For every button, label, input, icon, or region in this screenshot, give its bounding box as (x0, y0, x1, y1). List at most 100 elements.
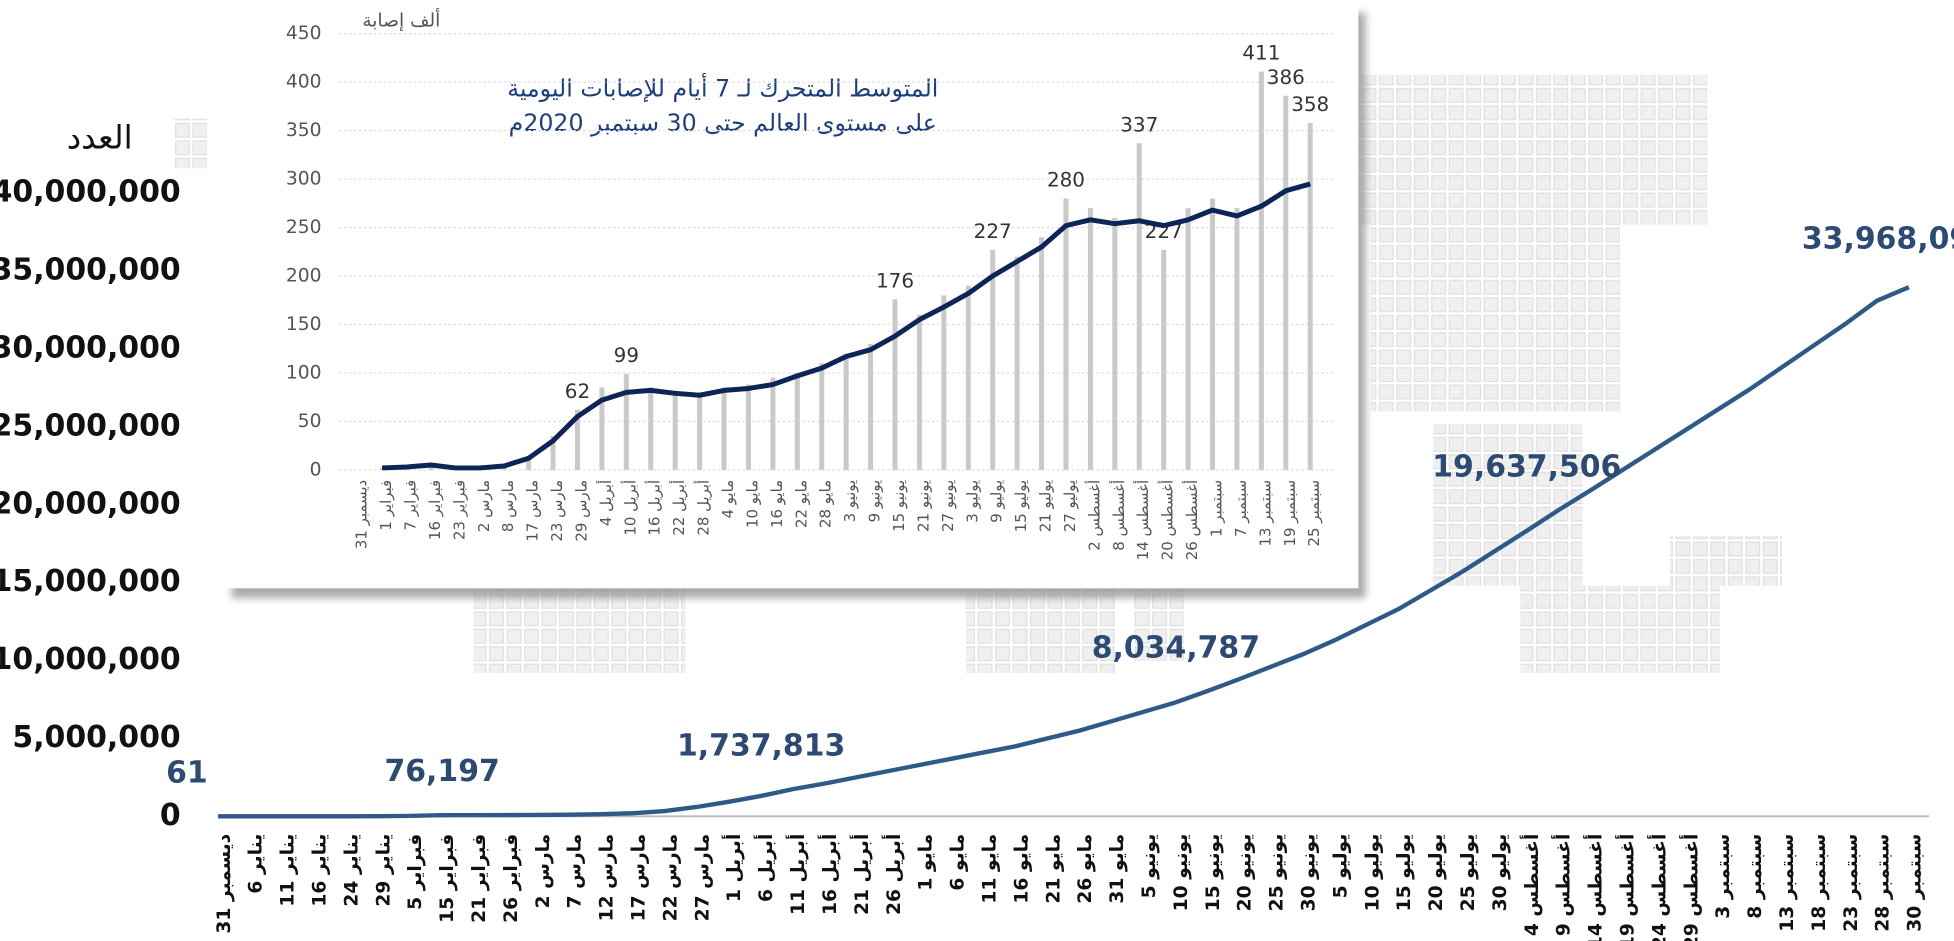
data-label: 337 (1120, 113, 1158, 136)
x-tick-label: 1 فبراير (377, 480, 395, 531)
data-label: 358 (1291, 93, 1329, 116)
x-tick-label: 2 أغسطس (1084, 480, 1103, 551)
bar (1234, 208, 1240, 470)
x-tick-label: 5 يوليو (1330, 834, 1351, 899)
x-tick-label: 6 مايو (948, 834, 969, 891)
x-tick-label: 4 أبريل (596, 480, 615, 526)
x-tick-label: 3 سبتمبر (1713, 834, 1734, 919)
x-tick-label: 21 مايو (1043, 834, 1064, 904)
x-tick-label: 6 أبريل (753, 834, 777, 902)
x-tick-label: 10 يوليو (1362, 834, 1383, 912)
x-tick-label: 21 يونيو (914, 480, 932, 532)
x-tick-label: 28 مايو (817, 480, 835, 528)
bar (1210, 198, 1216, 470)
bar (745, 384, 751, 470)
y-tick-label: 5,000,000 (12, 720, 180, 755)
data-label: 386 (1267, 66, 1305, 89)
x-tick-label: 6 يناير (246, 834, 267, 894)
data-label: 227 (974, 220, 1012, 243)
x-tick-label: 23 مارس (548, 480, 566, 542)
x-tick-label: 20 يوليو (1426, 834, 1447, 912)
data-label: 99 (614, 344, 639, 367)
x-tick-label: 9 أغسطس (1551, 834, 1575, 936)
bar (1307, 122, 1313, 470)
x-tick-label: 15 فبراير (437, 834, 458, 923)
line (218, 285, 1910, 819)
x-tick-label: 5 فبراير (405, 834, 426, 910)
x-tick-label: 13 سبتمبر (1256, 480, 1274, 547)
x-tick-label: 25 يونيو (1267, 834, 1288, 912)
bar (379, 467, 385, 470)
y-tick-label: 200 (286, 266, 322, 287)
x-tick-label: 5 يونيو (1139, 834, 1160, 899)
x-tick-label: 15 يونيو (890, 480, 908, 532)
bar (1039, 237, 1045, 470)
x-tick-label: 7 سبتمبر (1232, 480, 1250, 537)
bar (526, 456, 532, 470)
x-tick-label: 22 أبريل (669, 480, 688, 536)
x-tick-label: 1 مايو (916, 834, 937, 891)
data-label: 61 (166, 755, 208, 790)
x-tick-label: 29 يناير (373, 834, 394, 907)
x-tick-label: 22 مايو (792, 480, 810, 528)
y-tick-label: 40,000,000 (0, 175, 181, 210)
bar (1136, 143, 1142, 470)
data-label: 411 (1242, 42, 1280, 65)
x-tick-label: 26 أبريل (881, 834, 905, 915)
x-tick-label: 25 سبتمبر (1305, 480, 1323, 547)
bar (916, 314, 922, 470)
x-tick-label: 27 مارس (692, 834, 713, 922)
x-tick-label: 7 مارس (565, 834, 586, 909)
y-tick-label: 35,000,000 (0, 253, 181, 288)
x-tick-label: 9 يوليو (988, 480, 1006, 523)
x-tick-label: 27 يونيو (939, 480, 957, 532)
x-tick-label: 23 سبتمبر (1841, 834, 1862, 932)
bar (990, 249, 996, 470)
bar (672, 394, 678, 470)
bar (648, 387, 654, 470)
y-tick-label: 50 (298, 411, 322, 432)
x-tick-label: 13 سبتمبر (1777, 834, 1798, 932)
line (381, 181, 1311, 471)
main-chart: العدد 0 5,000,000 10,000,000 15,000,000 20,0… (0, 119, 1954, 941)
y-tick-label: 150 (286, 314, 322, 335)
x-tick-label: 30 يونيو (1298, 834, 1319, 912)
data-label: 19,637,506 (1432, 450, 1621, 485)
bar (1283, 95, 1289, 470)
bar (1185, 208, 1191, 470)
x-tick-label: 10 مايو (743, 480, 761, 528)
x-tick-label: 10 يونيو (1171, 834, 1192, 912)
bar (599, 387, 605, 470)
data-label: 176 (876, 269, 914, 292)
x-tick-label: 30 يوليو (1490, 834, 1511, 912)
bar (428, 465, 434, 470)
bar (1161, 249, 1167, 470)
x-tick-label: 30 سبتمبر (1905, 834, 1926, 932)
bar (697, 392, 703, 470)
x-tick-label: 16 مايو (1011, 834, 1032, 904)
x-tick-label: 16 أبريل (645, 480, 664, 536)
inset-title: على مستوى العالم حتى 30 سبتمبر 2020م (509, 109, 937, 137)
data-label: 62 (565, 380, 590, 403)
x-tick-label: 10 أبريل (620, 480, 639, 536)
data-label: 280 (1047, 169, 1085, 192)
x-tick-label: 16 أبريل (817, 834, 841, 915)
x-tick-label: 23 فبراير (450, 480, 468, 540)
y-tick-label: 100 (286, 362, 322, 383)
x-tick-label: 26 مايو (1075, 834, 1096, 904)
x-tick-label: 19 سبتمبر (1281, 480, 1299, 547)
x-tick-label: 2 مارس (533, 834, 554, 909)
bar (1112, 217, 1118, 470)
bar (843, 353, 849, 470)
x-tick-label: 24 أغسطس (1646, 834, 1670, 941)
x-tick-label: 15 يوليو (1394, 834, 1415, 912)
x-tick-label: 16 يناير (310, 834, 331, 907)
x-tick-label: 4 مايو (719, 480, 737, 519)
y-tick-label: 30,000,000 (0, 330, 181, 365)
x-tick-label: 20 أغسطس (1158, 480, 1177, 560)
y-axis-label: العدد (67, 119, 133, 157)
x-tick-label: 9 يونيو (866, 480, 884, 523)
bar (892, 299, 898, 470)
x-tick-label: 7 فبراير (401, 480, 419, 531)
